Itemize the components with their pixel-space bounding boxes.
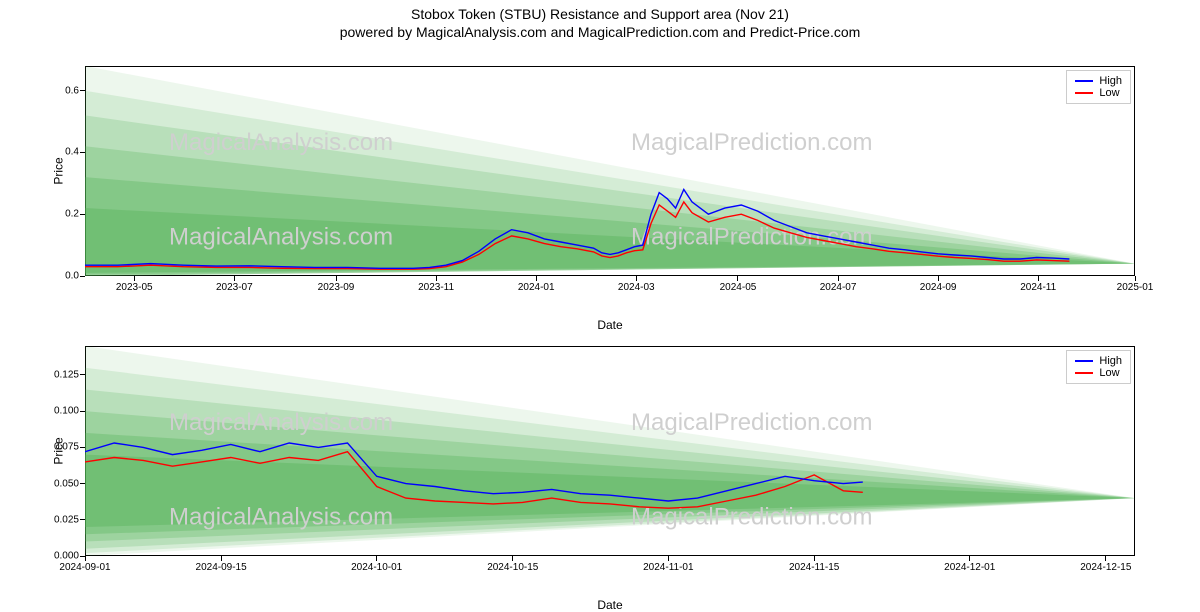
legend-label-low: Low: [1099, 367, 1119, 379]
svg-text:MagicalAnalysis.com: MagicalAnalysis.com: [169, 224, 393, 251]
x-tick-label: 2024-11-01: [643, 562, 693, 573]
legend-swatch-high: [1075, 360, 1093, 362]
y-tick-label: 0.025: [54, 514, 79, 525]
svg-text:MagicalPrediction.com: MagicalPrediction.com: [631, 409, 872, 436]
x-tick-label: 2024-07: [820, 282, 857, 293]
chart-main-title: Stobox Token (STBU) Resistance and Suppo…: [0, 6, 1200, 22]
x-tick-label: 2024-10-01: [351, 562, 402, 573]
y-tick-label: 0.075: [54, 442, 79, 453]
x-tick-label: 2024-11-15: [789, 562, 839, 573]
y-axis-label: Price: [52, 157, 66, 184]
svg-text:MagicalAnalysis.com: MagicalAnalysis.com: [169, 504, 393, 531]
chart-svg: MagicalAnalysis.com MagicalPrediction.com…: [85, 346, 1135, 556]
chart-svg: MagicalAnalysis.com MagicalPrediction.com…: [85, 66, 1135, 276]
y-tick-label: 0.0: [65, 271, 79, 282]
x-tick-label: 2025-01: [1117, 282, 1154, 293]
legend-label-high: High: [1099, 355, 1122, 367]
legend-row-low: Low: [1075, 87, 1122, 99]
y-tick-label: 0.000: [54, 551, 79, 562]
x-axis-label: Date: [85, 598, 1135, 612]
x-tick-label: 2023-09: [318, 282, 355, 293]
legend-label-low: Low: [1099, 87, 1119, 99]
y-tick-label: 0.100: [54, 406, 79, 417]
x-tick-label: 2024-10-15: [487, 562, 538, 573]
legend-row-high: High: [1075, 355, 1122, 367]
chart-subtitle: powered by MagicalAnalysis.com and Magic…: [0, 24, 1200, 40]
legend-row-low: Low: [1075, 367, 1122, 379]
legend: High Low: [1066, 350, 1131, 384]
y-tick-label: 0.050: [54, 478, 79, 489]
svg-text:MagicalPrediction.com: MagicalPrediction.com: [631, 129, 872, 156]
svg-text:MagicalAnalysis.com: MagicalAnalysis.com: [169, 409, 393, 436]
x-tick-label: 2024-05: [720, 282, 757, 293]
y-tick-label: 0.4: [65, 147, 79, 158]
x-tick-label: 2024-12-01: [944, 562, 995, 573]
x-tick-label: 2024-09-01: [59, 562, 110, 573]
legend: High Low: [1066, 70, 1131, 104]
legend-swatch-high: [1075, 80, 1093, 82]
chart-panel-bottom: Price High Low MagicalAnalysis.comMagica…: [85, 346, 1135, 556]
x-tick-label: 2024-03: [618, 282, 655, 293]
y-tick-label: 0.125: [54, 369, 79, 380]
legend-swatch-low: [1075, 92, 1093, 94]
legend-label-high: High: [1099, 75, 1122, 87]
chart-panel-top: Price High Low MagicalAnalysis.comMagica…: [85, 66, 1135, 276]
x-tick-label: 2024-01: [518, 282, 555, 293]
x-tick-label: 2024-09: [920, 282, 957, 293]
x-tick-label: 2023-05: [116, 282, 153, 293]
svg-text:MagicalPrediction.com: MagicalPrediction.com: [631, 224, 872, 251]
legend-row-high: High: [1075, 75, 1122, 87]
svg-text:MagicalAnalysis.com: MagicalAnalysis.com: [169, 129, 393, 156]
legend-swatch-low: [1075, 372, 1093, 374]
x-tick-label: 2023-07: [216, 282, 253, 293]
x-tick-label: 2023-11: [418, 282, 454, 293]
y-tick-label: 0.6: [65, 85, 79, 96]
x-tick-label: 2024-12-15: [1080, 562, 1131, 573]
x-axis-label: Date: [85, 318, 1135, 332]
y-tick-label: 0.2: [65, 209, 79, 220]
x-tick-label: 2024-11: [1020, 282, 1056, 293]
x-tick-label: 2024-09-15: [196, 562, 247, 573]
